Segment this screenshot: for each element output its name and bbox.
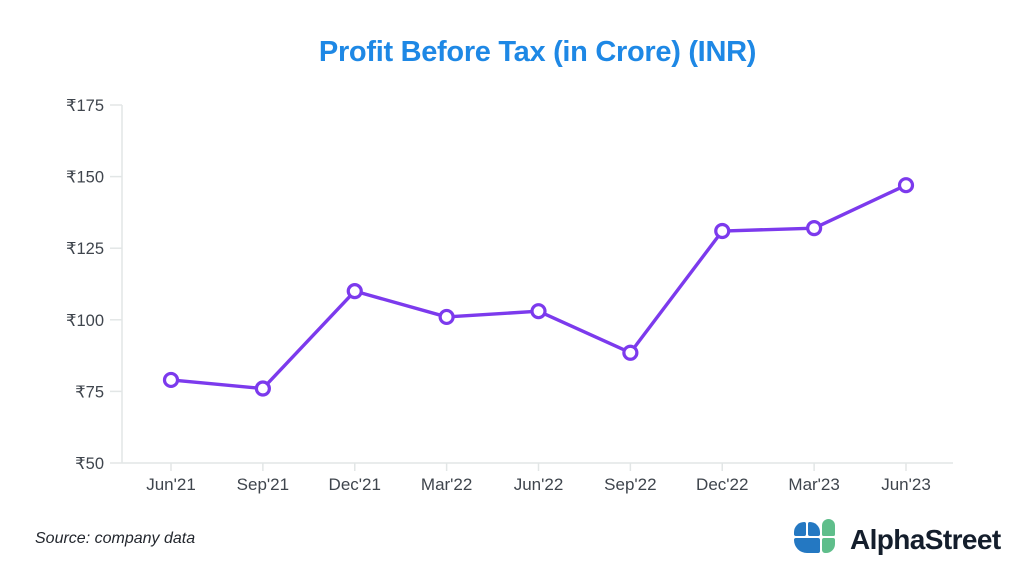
- data-point-marker: [530, 303, 547, 320]
- x-tick-label: Sep'21: [237, 475, 289, 494]
- y-tick-label: ₹100: [66, 312, 104, 330]
- x-tick-label: Dec'21: [329, 475, 381, 494]
- profit-line-series: [169, 183, 908, 391]
- x-tick-label: Sep'22: [604, 475, 656, 494]
- alphastreet-logo: AlphaStreet: [794, 519, 1001, 560]
- data-point-marker: [714, 222, 731, 240]
- logo-petal: [794, 522, 806, 536]
- data-point-marker: [162, 371, 180, 389]
- data-point-marker: [254, 380, 271, 397]
- y-tick-label: ₹125: [66, 240, 104, 258]
- x-tick-label: Mar'23: [788, 475, 839, 494]
- alphastreet-wordmark: AlphaStreet: [850, 523, 1001, 555]
- data-point-marker: [622, 344, 639, 361]
- logo-petal: [808, 522, 820, 536]
- profit-before-tax-line-chart: ₹50 ₹75 ₹100 ₹125 ₹150 ₹175 Jun'21 Sep'21 Dec'21…: [66, 97, 953, 494]
- logo-petal: [822, 538, 835, 553]
- alphastreet-clover-icon: [794, 519, 837, 560]
- y-tick-label: ₹175: [66, 97, 104, 115]
- x-tick-label: Jun'22: [514, 475, 564, 494]
- x-tick-label: Dec'22: [696, 475, 748, 494]
- x-tick-label: Jun'23: [881, 475, 931, 494]
- data-point-marker: [438, 308, 455, 326]
- data-point-marker: [806, 220, 823, 237]
- source-note: Source: company data: [35, 530, 196, 547]
- logo-petal: [794, 538, 820, 553]
- y-tick-label: ₹50: [75, 455, 104, 473]
- y-tick-label: ₹75: [75, 383, 104, 401]
- data-point-marker: [897, 177, 915, 194]
- chart-title: Profit Before Tax (in Crore) (INR): [318, 36, 757, 68]
- logo-petal: [822, 519, 835, 536]
- y-tick-label: ₹150: [66, 169, 104, 187]
- x-tick-label: Jun'21: [146, 475, 196, 494]
- x-tick-label: Mar'22: [421, 475, 472, 494]
- data-point-marker: [346, 283, 363, 300]
